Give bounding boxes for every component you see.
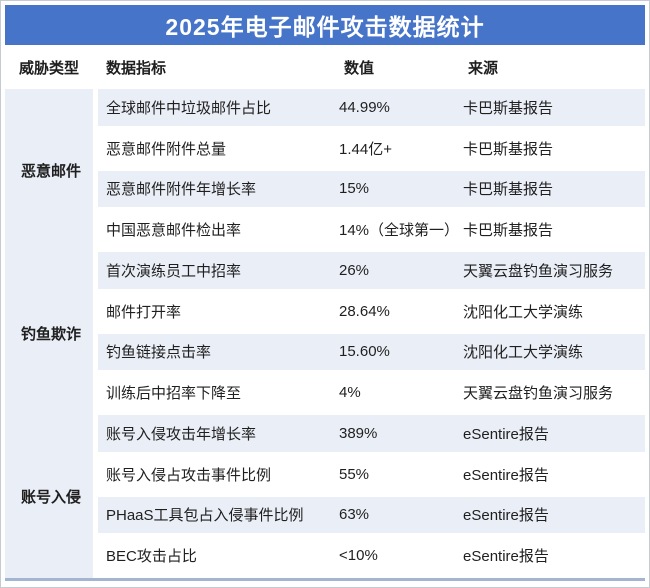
table-body: 恶意邮件 钓鱼欺诈 账号入侵 全球邮件中垃圾邮件占比 44.99% 卡巴斯基报告 恶意邮件… xyxy=(5,89,645,578)
cell-source: 卡巴斯基报告 xyxy=(463,181,554,199)
cell-indicator: 中国恶意邮件检出率 xyxy=(106,222,242,240)
cell-source: 天翼云盘钓鱼演习服务 xyxy=(463,262,614,280)
threat-column: 恶意邮件钓鱼欺诈账号入侵 xyxy=(5,89,98,578)
threat-group-label: 账号入侵 xyxy=(21,489,82,506)
cell-indicator: 邮件打开率 xyxy=(106,303,182,321)
table-title: 2025年电子邮件攻击数据统计 xyxy=(5,5,645,45)
table-row: 恶意邮件附件年增长率 15% 卡巴斯基报告 xyxy=(98,170,645,212)
table-row: 全球邮件中垃圾邮件占比 44.99% 卡巴斯基报告 xyxy=(98,89,645,130)
cell-value: 44.99% xyxy=(339,98,390,116)
cell-indicator: 恶意邮件附件年增长率 xyxy=(106,181,257,199)
cell-source: 天翼云盘钓鱼演习服务 xyxy=(463,385,614,403)
cell-value: 28.64% xyxy=(339,302,390,320)
table-row: BEC攻击占比 <10% eSentire报告 xyxy=(98,537,645,578)
cell-indicator: 账号入侵攻击年增长率 xyxy=(106,425,257,443)
cell-indicator: 首次演练员工中招率 xyxy=(106,262,242,280)
cell-source: eSentire报告 xyxy=(463,548,549,566)
table-row: 恶意邮件附件总量 1.44亿+ 卡巴斯基报告 xyxy=(98,129,645,171)
table-row: PHaaS工具包占入侵事件比例 63% eSentire报告 xyxy=(98,496,645,538)
cell-source: eSentire报告 xyxy=(463,507,549,525)
cell-indicator: PHaaS工具包占入侵事件比例 xyxy=(106,507,304,525)
column-header-indicator: 数据指标 xyxy=(106,59,167,77)
cell-indicator: 账号入侵占攻击事件比例 xyxy=(106,466,272,484)
threat-group-label: 恶意邮件 xyxy=(21,163,82,180)
cell-value: 15% xyxy=(339,180,370,198)
cell-value: 55% xyxy=(339,465,370,483)
table-row: 账号入侵攻击年增长率 389% eSentire报告 xyxy=(98,415,645,456)
cell-indicator: 训练后中招率下降至 xyxy=(106,385,242,403)
column-header-value: 数值 xyxy=(344,59,375,77)
cell-source: 卡巴斯基报告 xyxy=(463,222,554,240)
cell-value: 4% xyxy=(339,384,361,402)
bottom-rule xyxy=(5,578,645,581)
cell-value: 15.60% xyxy=(339,343,390,361)
threat-group-label: 钓鱼欺诈 xyxy=(21,326,82,343)
table-row: 训练后中招率下降至 4% 天翼云盘钓鱼演习服务 xyxy=(98,374,645,415)
cell-source: eSentire报告 xyxy=(463,466,549,484)
column-header-threat-type: 威胁类型 xyxy=(19,59,80,77)
cell-value: 63% xyxy=(339,506,370,524)
table-row: 邮件打开率 28.64% 沈阳化工大学演练 xyxy=(98,292,645,334)
cell-value: <10% xyxy=(339,547,378,565)
rows-column: 全球邮件中垃圾邮件占比 44.99% 卡巴斯基报告 恶意邮件附件总量 1.44亿+ 卡巴斯… xyxy=(98,89,645,578)
cell-value: 1.44亿+ xyxy=(339,140,392,158)
cell-indicator: 钓鱼链接点击率 xyxy=(106,344,212,362)
cell-source: 沈阳化工大学演练 xyxy=(463,303,584,321)
cell-source: eSentire报告 xyxy=(463,425,549,443)
table-row: 钓鱼链接点击率 15.60% 沈阳化工大学演练 xyxy=(98,333,645,375)
cell-value: 14%（全球第一） xyxy=(339,222,460,240)
cell-indicator: 恶意邮件附件总量 xyxy=(106,140,227,158)
cell-value: 26% xyxy=(339,261,370,279)
cell-source: 卡巴斯基报告 xyxy=(463,99,554,117)
cell-indicator: 全球邮件中垃圾邮件占比 xyxy=(106,99,272,117)
table-header-row: 威胁类型 数据指标 数值 来源 xyxy=(5,45,645,89)
table-row: 首次演练员工中招率 26% 天翼云盘钓鱼演习服务 xyxy=(98,252,645,293)
cell-source: 卡巴斯基报告 xyxy=(463,140,554,158)
column-header-source: 来源 xyxy=(468,59,499,77)
cell-indicator: BEC攻击占比 xyxy=(106,548,197,566)
table-row: 中国恶意邮件检出率 14%（全球第一） 卡巴斯基报告 xyxy=(98,211,645,252)
table-row: 账号入侵占攻击事件比例 55% eSentire报告 xyxy=(98,455,645,497)
cell-value: 389% xyxy=(339,424,378,442)
cell-source: 沈阳化工大学演练 xyxy=(463,344,584,362)
